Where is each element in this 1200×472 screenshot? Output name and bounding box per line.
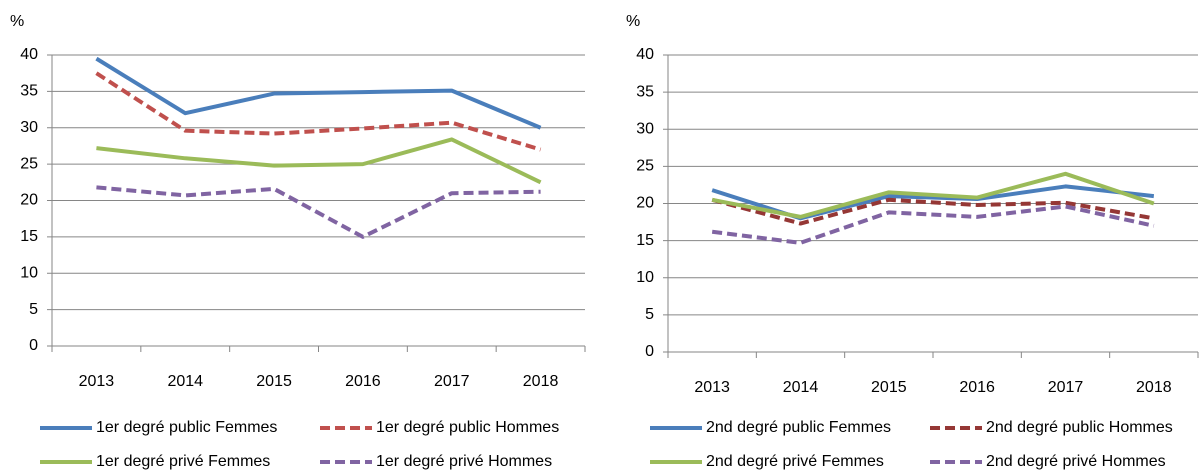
y-tick-label: 20 xyxy=(20,192,38,209)
x-tick-label: 2016 xyxy=(345,373,381,390)
series-line xyxy=(96,137,542,185)
y-tick-label: 30 xyxy=(20,119,38,136)
y-tick-label: 40 xyxy=(636,46,654,63)
x-tick-label: 2015 xyxy=(256,373,292,390)
series-line xyxy=(711,197,1155,226)
x-tick-label: 2018 xyxy=(523,373,559,390)
y-tick-label: 25 xyxy=(636,158,654,175)
y-tick-label: 5 xyxy=(645,306,654,323)
x-tick-label: 2014 xyxy=(167,373,203,390)
y-tick-label: 25 xyxy=(20,155,38,172)
y-tick-label: 10 xyxy=(20,264,38,281)
y-axis-label: % xyxy=(10,13,24,30)
legend-label: 2nd degré public Hommes xyxy=(986,419,1173,436)
y-tick-label: 0 xyxy=(645,343,654,360)
x-tick-label: 2018 xyxy=(1136,379,1172,396)
series-line xyxy=(96,185,541,239)
series-line xyxy=(95,56,542,130)
series-line xyxy=(95,71,542,152)
y-tick-label: 30 xyxy=(636,120,654,137)
y-tick-label: 0 xyxy=(29,337,38,354)
legend-label: 1er degré public Hommes xyxy=(376,419,559,436)
legend-label: 1er degré privé Femmes xyxy=(96,453,270,470)
legend-label: 2nd degré privé Femmes xyxy=(706,453,884,470)
y-tick-label: 20 xyxy=(636,195,654,212)
y-tick-label: 35 xyxy=(636,83,654,100)
series-line xyxy=(711,204,1155,245)
y-tick-label: 40 xyxy=(20,46,38,63)
x-tick-label: 2017 xyxy=(1048,379,1084,396)
x-tick-label: 2013 xyxy=(79,373,115,390)
x-tick-label: 2017 xyxy=(434,373,470,390)
legend-label: 2nd degré public Femmes xyxy=(706,419,891,436)
x-tick-label: 2015 xyxy=(871,379,907,396)
y-tick-label: 5 xyxy=(29,301,38,318)
x-tick-label: 2016 xyxy=(959,379,995,396)
y-tick-label: 10 xyxy=(636,269,654,286)
legend-label: 1er degré privé Hommes xyxy=(376,453,552,470)
y-tick-label: 15 xyxy=(636,232,654,249)
x-tick-label: 2013 xyxy=(694,379,730,396)
series-line xyxy=(711,171,1155,219)
legend-label: 1er degré public Femmes xyxy=(96,419,277,436)
y-axis-label: % xyxy=(626,13,640,30)
x-tick-label: 2014 xyxy=(783,379,819,396)
y-tick-label: 15 xyxy=(20,228,38,245)
legend-label: 2nd degré privé Hommes xyxy=(986,453,1166,470)
y-tick-label: 35 xyxy=(20,83,38,100)
